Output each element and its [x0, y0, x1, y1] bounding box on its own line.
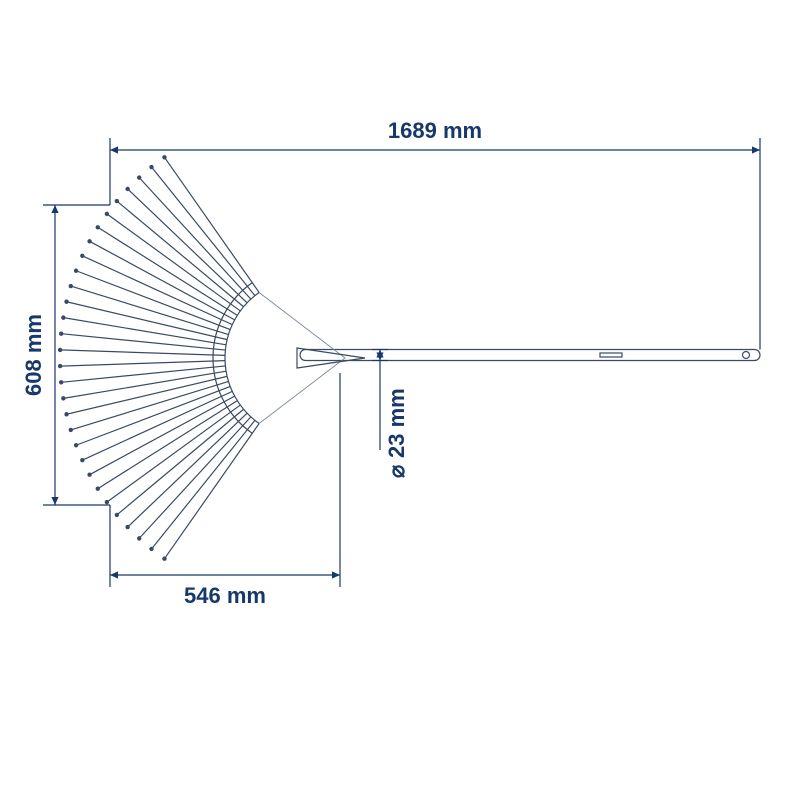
label-head-width: 546 mm — [184, 583, 266, 608]
label-head-height: 608 mm — [21, 314, 46, 396]
rake-outline — [58, 155, 760, 561]
label-handle-diameter: 23 mm — [384, 388, 409, 458]
diameter-symbol: ⌀ — [384, 464, 409, 478]
technical-drawing: 1689 mm 608 mm 546 mm ⌀ 23 mm — [0, 0, 800, 800]
handle — [300, 350, 760, 361]
label-total-length: 1689 mm — [388, 118, 482, 143]
